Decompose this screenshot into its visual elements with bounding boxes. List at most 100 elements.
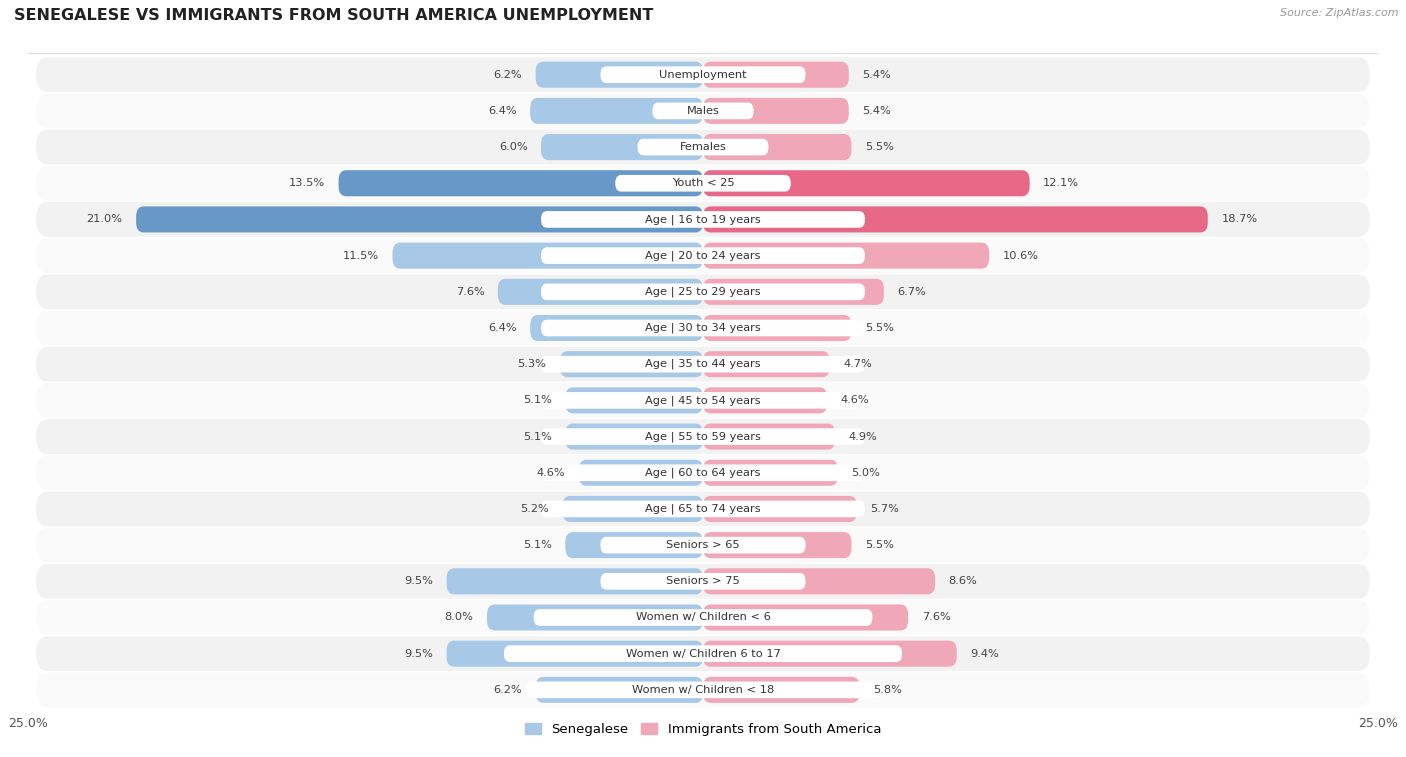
Text: 5.0%: 5.0% <box>852 468 880 478</box>
Text: 4.9%: 4.9% <box>849 431 877 441</box>
Text: 5.5%: 5.5% <box>865 142 894 152</box>
Text: Unemployment: Unemployment <box>659 70 747 79</box>
Text: 9.5%: 9.5% <box>404 649 433 659</box>
Text: Males: Males <box>686 106 720 116</box>
FancyBboxPatch shape <box>703 569 935 594</box>
FancyBboxPatch shape <box>541 284 865 300</box>
FancyBboxPatch shape <box>703 605 908 631</box>
Text: Women w/ Children 6 to 17: Women w/ Children 6 to 17 <box>626 649 780 659</box>
FancyBboxPatch shape <box>37 58 1369 92</box>
FancyBboxPatch shape <box>136 207 703 232</box>
Text: 6.2%: 6.2% <box>494 70 522 79</box>
Text: 21.0%: 21.0% <box>87 214 122 224</box>
FancyBboxPatch shape <box>536 61 703 88</box>
Text: Source: ZipAtlas.com: Source: ZipAtlas.com <box>1281 8 1399 17</box>
FancyBboxPatch shape <box>486 605 703 631</box>
Text: Seniors > 65: Seniors > 65 <box>666 540 740 550</box>
FancyBboxPatch shape <box>37 275 1369 309</box>
FancyBboxPatch shape <box>600 67 806 83</box>
Text: 4.7%: 4.7% <box>844 359 872 369</box>
Text: 13.5%: 13.5% <box>290 178 325 188</box>
FancyBboxPatch shape <box>652 102 754 119</box>
FancyBboxPatch shape <box>37 419 1369 454</box>
FancyBboxPatch shape <box>37 564 1369 599</box>
Text: 5.3%: 5.3% <box>517 359 547 369</box>
FancyBboxPatch shape <box>616 175 790 192</box>
FancyBboxPatch shape <box>541 134 703 160</box>
FancyBboxPatch shape <box>392 242 703 269</box>
FancyBboxPatch shape <box>703 677 859 703</box>
FancyBboxPatch shape <box>541 211 865 228</box>
Text: Youth < 25: Youth < 25 <box>672 178 734 188</box>
Legend: Senegalese, Immigrants from South America: Senegalese, Immigrants from South Americ… <box>519 717 887 741</box>
FancyBboxPatch shape <box>703 496 856 522</box>
FancyBboxPatch shape <box>541 428 865 445</box>
Text: 5.1%: 5.1% <box>523 540 551 550</box>
FancyBboxPatch shape <box>703 532 852 558</box>
Text: Females: Females <box>679 142 727 152</box>
FancyBboxPatch shape <box>447 640 703 667</box>
FancyBboxPatch shape <box>560 351 703 377</box>
Text: 5.5%: 5.5% <box>865 540 894 550</box>
Text: 5.4%: 5.4% <box>862 70 891 79</box>
Text: Age | 30 to 34 years: Age | 30 to 34 years <box>645 322 761 333</box>
Text: Age | 35 to 44 years: Age | 35 to 44 years <box>645 359 761 369</box>
Text: 8.0%: 8.0% <box>444 612 474 622</box>
FancyBboxPatch shape <box>530 98 703 124</box>
FancyBboxPatch shape <box>600 573 806 590</box>
FancyBboxPatch shape <box>703 207 1208 232</box>
FancyBboxPatch shape <box>579 459 703 486</box>
FancyBboxPatch shape <box>703 388 827 413</box>
FancyBboxPatch shape <box>562 496 703 522</box>
FancyBboxPatch shape <box>37 238 1369 273</box>
Text: Women w/ Children < 18: Women w/ Children < 18 <box>631 685 775 695</box>
FancyBboxPatch shape <box>37 129 1369 164</box>
FancyBboxPatch shape <box>703 315 852 341</box>
FancyBboxPatch shape <box>637 139 769 155</box>
Text: SENEGALESE VS IMMIGRANTS FROM SOUTH AMERICA UNEMPLOYMENT: SENEGALESE VS IMMIGRANTS FROM SOUTH AMER… <box>14 8 654 23</box>
Text: 8.6%: 8.6% <box>949 576 977 587</box>
Text: 10.6%: 10.6% <box>1002 251 1039 260</box>
FancyBboxPatch shape <box>703 423 835 450</box>
FancyBboxPatch shape <box>536 677 703 703</box>
FancyBboxPatch shape <box>541 319 865 336</box>
FancyBboxPatch shape <box>541 500 865 517</box>
FancyBboxPatch shape <box>526 681 880 698</box>
FancyBboxPatch shape <box>703 134 852 160</box>
Text: Women w/ Children < 6: Women w/ Children < 6 <box>636 612 770 622</box>
Text: 4.6%: 4.6% <box>537 468 565 478</box>
FancyBboxPatch shape <box>541 465 865 481</box>
FancyBboxPatch shape <box>703 98 849 124</box>
FancyBboxPatch shape <box>703 640 956 667</box>
FancyBboxPatch shape <box>37 166 1369 201</box>
FancyBboxPatch shape <box>565 388 703 413</box>
Text: Age | 16 to 19 years: Age | 16 to 19 years <box>645 214 761 225</box>
FancyBboxPatch shape <box>37 672 1369 707</box>
Text: Age | 45 to 54 years: Age | 45 to 54 years <box>645 395 761 406</box>
FancyBboxPatch shape <box>541 248 865 264</box>
Text: 18.7%: 18.7% <box>1222 214 1257 224</box>
Text: 5.1%: 5.1% <box>523 395 551 406</box>
FancyBboxPatch shape <box>37 600 1369 635</box>
FancyBboxPatch shape <box>541 392 865 409</box>
Text: Age | 55 to 59 years: Age | 55 to 59 years <box>645 431 761 442</box>
Text: 6.4%: 6.4% <box>488 323 517 333</box>
FancyBboxPatch shape <box>498 279 703 305</box>
Text: 6.0%: 6.0% <box>499 142 527 152</box>
FancyBboxPatch shape <box>703 279 884 305</box>
FancyBboxPatch shape <box>447 569 703 594</box>
FancyBboxPatch shape <box>503 646 903 662</box>
Text: Age | 20 to 24 years: Age | 20 to 24 years <box>645 251 761 261</box>
Text: 9.4%: 9.4% <box>970 649 1000 659</box>
Text: Age | 60 to 64 years: Age | 60 to 64 years <box>645 468 761 478</box>
Text: 5.7%: 5.7% <box>870 504 900 514</box>
FancyBboxPatch shape <box>37 94 1369 128</box>
FancyBboxPatch shape <box>530 315 703 341</box>
Text: 6.7%: 6.7% <box>897 287 927 297</box>
Text: 4.6%: 4.6% <box>841 395 869 406</box>
FancyBboxPatch shape <box>703 61 849 88</box>
Text: 5.1%: 5.1% <box>523 431 551 441</box>
FancyBboxPatch shape <box>37 202 1369 237</box>
FancyBboxPatch shape <box>600 537 806 553</box>
FancyBboxPatch shape <box>37 347 1369 382</box>
